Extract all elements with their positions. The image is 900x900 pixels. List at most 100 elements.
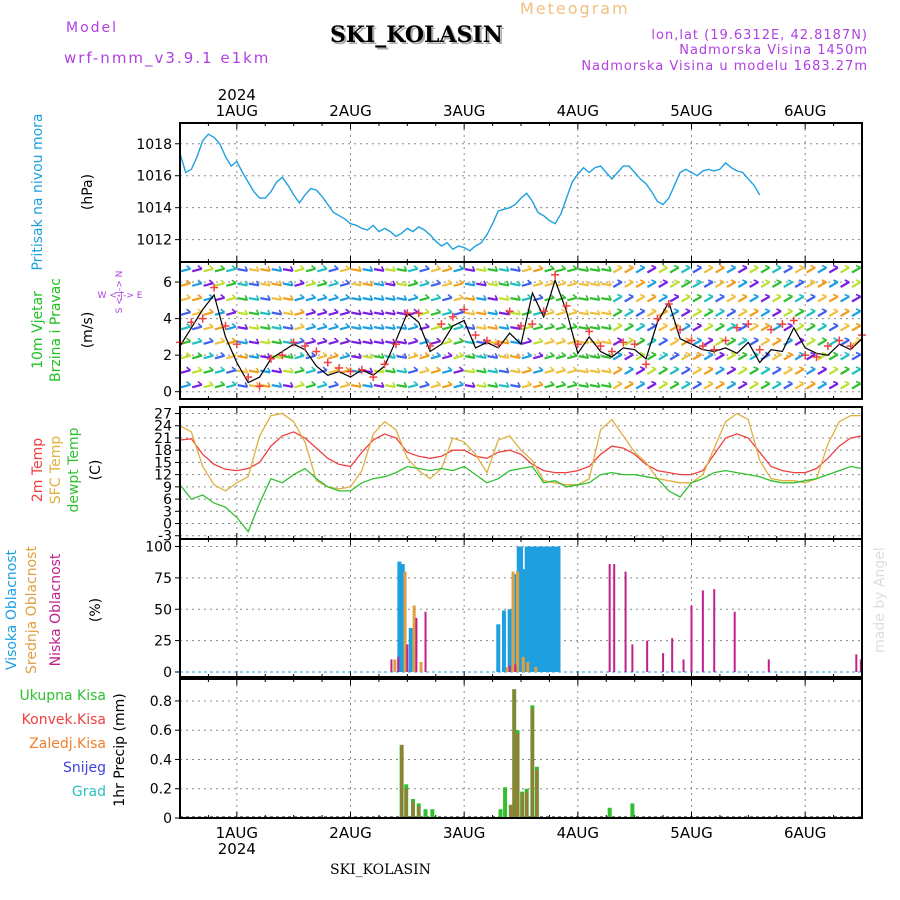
wind-barb-flag xyxy=(345,308,351,313)
wind-barb xyxy=(555,354,566,360)
cloud-high-bar xyxy=(532,546,537,672)
cloud-mid-bar xyxy=(419,661,423,672)
wind-barb-flag xyxy=(639,279,645,283)
wind-barb xyxy=(817,339,828,346)
wind-barb-flag xyxy=(413,293,419,299)
wind-barb-flag xyxy=(369,309,374,315)
bottom-day-label: 1AUG xyxy=(216,824,258,842)
wind-barb-flag xyxy=(255,309,260,315)
wind-barb-flag xyxy=(447,322,453,328)
wind-barb xyxy=(498,282,510,287)
wind-barb-flag xyxy=(707,366,714,370)
wind-barb-flag xyxy=(833,351,839,356)
wind-barb xyxy=(282,384,294,388)
wind-barb-flag xyxy=(458,366,464,371)
bottom-station-title: SKI_KOLASIN xyxy=(330,862,431,878)
wind-barb-flag xyxy=(369,338,374,344)
wind-barb-flag xyxy=(719,337,725,341)
wind-barb xyxy=(726,266,737,274)
wind-barb-flag xyxy=(855,366,861,370)
wind-barb-flag xyxy=(392,266,396,272)
y-tick-label: 0.6 xyxy=(150,723,172,739)
wind-barb-flag xyxy=(231,380,237,386)
wind-barb xyxy=(453,267,464,273)
wind-barb xyxy=(749,339,759,346)
wind-barb xyxy=(237,311,248,316)
wind-barb xyxy=(191,282,203,287)
wind-barb xyxy=(760,310,771,317)
wind-barb xyxy=(828,310,839,317)
wind-barb-flag xyxy=(798,351,805,356)
wind-barb xyxy=(544,267,555,273)
wind-barb xyxy=(578,340,589,345)
wind-barb xyxy=(476,326,487,330)
wind-barb xyxy=(316,383,328,389)
wind-barb xyxy=(191,296,203,302)
wind-barb xyxy=(783,281,793,288)
wind-barb xyxy=(646,368,657,375)
wind-barb xyxy=(828,353,839,361)
wind-barb xyxy=(635,295,646,303)
precip-conv-bar xyxy=(512,689,516,818)
wind-barb-flag xyxy=(617,293,623,298)
wind-barb-flag xyxy=(753,380,759,385)
wind-barb-flag xyxy=(505,338,510,344)
wind-barb xyxy=(544,369,555,374)
cloud-mid-bar xyxy=(516,571,520,672)
wind-barb xyxy=(658,368,668,375)
wind-barb-flag xyxy=(483,324,487,330)
wind-barb xyxy=(305,340,316,345)
wind-barb-flag xyxy=(696,322,702,327)
wind-barb xyxy=(510,297,521,301)
wind-barb-flag xyxy=(358,280,362,286)
wind-barb-flag xyxy=(403,338,408,344)
wind-barb xyxy=(396,311,407,316)
wind-barb xyxy=(760,339,771,346)
cloud-high-bar xyxy=(547,546,552,672)
wind-barb-flag xyxy=(821,337,827,341)
wind-barb xyxy=(715,266,725,274)
wind-barb-flag xyxy=(821,264,827,269)
wind-barb-flag xyxy=(392,309,396,315)
wind-barb-flag xyxy=(299,322,305,328)
wind-barb xyxy=(658,266,668,274)
wind-barb-flag xyxy=(753,366,759,370)
wind-barb xyxy=(567,340,578,345)
wind-barb-flag xyxy=(413,351,419,357)
cloud-mid-bar xyxy=(403,571,407,672)
wind-barb-flag xyxy=(299,293,305,299)
wind-barb xyxy=(430,383,441,389)
wind-barb xyxy=(771,295,782,303)
wind-barb-flag xyxy=(244,353,249,359)
wind-barb xyxy=(260,340,271,345)
pressure-panel: 1012 1014 1016 1018 xyxy=(136,122,863,263)
precip-axis-title: 1hr Precip (mm) xyxy=(112,693,128,806)
wind-barb xyxy=(351,311,362,316)
wind-barb-flag xyxy=(561,279,567,284)
wind-barb xyxy=(726,310,737,317)
wind-barb-flag xyxy=(380,309,385,315)
wind-barb-flag xyxy=(685,380,691,385)
wind-barb-flag xyxy=(483,382,487,388)
wind-barb xyxy=(226,325,237,331)
wind-barb xyxy=(237,297,248,301)
wind-barb xyxy=(703,368,714,375)
wind-barb xyxy=(464,311,475,316)
wind-barb-flag xyxy=(549,279,555,284)
wind-barb xyxy=(589,355,600,359)
wind-barb xyxy=(635,281,646,288)
y-tick-label: 1016 xyxy=(136,169,172,185)
wind-barb-flag xyxy=(833,279,839,283)
wind-barb xyxy=(612,281,623,288)
wind-barb-flag xyxy=(596,382,601,388)
wind-barb xyxy=(362,268,373,272)
wind-barb-flag xyxy=(662,264,668,269)
wind-barb-flag xyxy=(707,337,714,341)
y-tick-label: -3 xyxy=(158,529,172,545)
wind-barb-flag xyxy=(278,295,283,301)
wind-barb-flag xyxy=(403,280,408,286)
wind-barb xyxy=(749,266,759,274)
wind-barb xyxy=(180,325,191,331)
wind-barb xyxy=(726,368,737,375)
